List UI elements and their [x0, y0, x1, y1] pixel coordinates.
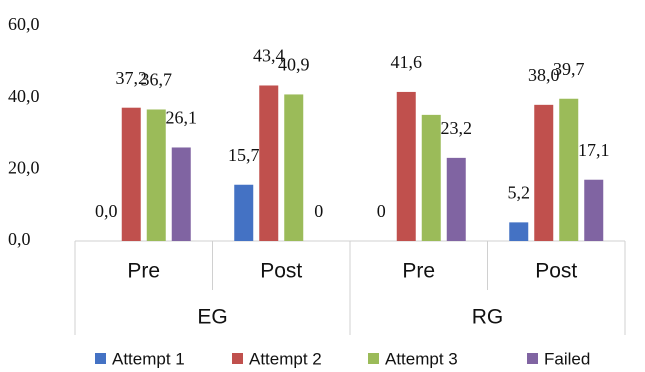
- bar: [534, 104, 554, 241]
- bar: [446, 157, 466, 241]
- bar: [284, 94, 304, 241]
- bar: [509, 222, 529, 241]
- data-label: 37,2: [116, 68, 148, 88]
- legend-label: Failed: [544, 349, 590, 368]
- x-tick-label: Post: [535, 260, 577, 283]
- legend-swatch: [368, 353, 379, 364]
- group-label: EG: [197, 306, 227, 329]
- data-label: 0: [314, 201, 323, 221]
- group-label: RG: [472, 306, 504, 329]
- data-label: 26,1: [166, 108, 198, 128]
- y-tick-label: 60,0: [8, 14, 40, 34]
- bar: [584, 179, 604, 241]
- x-tick-label: Post: [260, 260, 302, 283]
- bar: [234, 184, 254, 241]
- data-label: 40,9: [278, 55, 310, 75]
- bar: [121, 107, 141, 241]
- bar: [171, 147, 191, 241]
- data-label: 39,7: [553, 59, 585, 79]
- x-tick-label: Pre: [127, 260, 160, 283]
- legend-label: Attempt 2: [249, 349, 322, 368]
- legend-swatch: [232, 353, 243, 364]
- legend-label: Attempt 1: [112, 349, 185, 368]
- bar: [146, 109, 166, 241]
- data-label: 43,4: [253, 46, 285, 66]
- data-label: 5,2: [508, 182, 531, 202]
- bar: [421, 114, 441, 241]
- legend-swatch: [527, 353, 538, 364]
- y-tick-label: 0,0: [8, 229, 31, 249]
- data-label: 0,0: [95, 201, 118, 221]
- data-label: 36,7: [141, 70, 173, 90]
- data-label: 17,1: [578, 140, 610, 160]
- y-tick-label: 20,0: [8, 157, 40, 177]
- x-tick-label: Pre: [402, 260, 435, 283]
- bar: [396, 91, 416, 241]
- data-label: 41,6: [391, 52, 423, 72]
- bar: [259, 85, 279, 241]
- bar: [559, 98, 579, 241]
- data-label: 0: [377, 201, 386, 221]
- y-tick-label: 40,0: [8, 86, 40, 106]
- data-label: 23,2: [441, 118, 473, 138]
- legend-label: Attempt 3: [385, 349, 458, 368]
- data-label: 38,0: [528, 65, 560, 85]
- data-label: 15,7: [228, 145, 260, 165]
- legend-swatch: [95, 353, 106, 364]
